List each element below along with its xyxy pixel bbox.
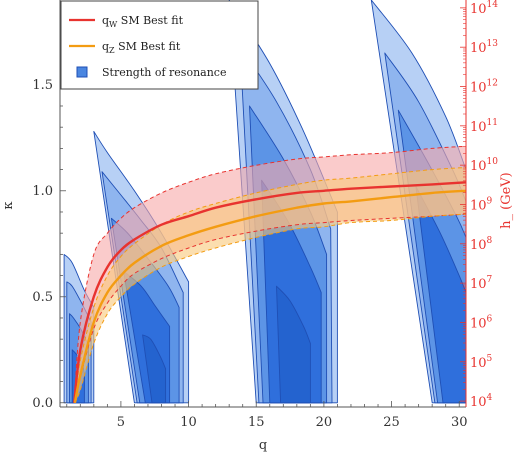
y2-tick-label: 104 [470, 393, 493, 410]
y-tick-label: 1.0 [32, 184, 53, 199]
x-tick-label: 20 [316, 415, 333, 430]
best-fit-lines [73, 181, 466, 404]
qz-line [73, 189, 466, 404]
y2-tick-label: 106 [470, 314, 493, 331]
y2-tick-label: 1011 [470, 118, 498, 135]
qw-band-upper-edge [73, 145, 466, 403]
y-tick-label: 0.0 [32, 396, 53, 411]
legend-label: qW SM Best fit [102, 14, 184, 29]
x-axis-title: q [259, 438, 267, 453]
y-tick-label: 1.5 [32, 78, 53, 93]
resonance-2-level-5 [142, 334, 167, 404]
y2-axis-title: h_ (GeV) [499, 172, 514, 229]
qz-band-lower-edge [74, 213, 466, 404]
legend-label: Strength of resonance [102, 66, 226, 79]
y2-tick-label: 107 [470, 275, 493, 292]
resonance-3-level-5 [276, 285, 311, 404]
x-tick-label: 15 [248, 415, 265, 430]
legend-swatch-box [76, 66, 88, 78]
qw-band-lower-edge [73, 213, 466, 403]
legend: qW SM Best fit qZ SM Best fit Strength of … [60, 0, 259, 90]
x-tick-label: 10 [180, 415, 197, 430]
x-tick-label: 5 [117, 415, 125, 430]
y2-tick-label: 105 [470, 354, 493, 371]
qw-line [73, 181, 466, 403]
y2-tick-label: 1013 [470, 39, 498, 56]
y-tick-label: 0.5 [32, 290, 53, 305]
y2-tick-label: 108 [470, 236, 493, 253]
y2-tick-label: 1012 [470, 79, 498, 96]
x-tick-label: 30 [451, 415, 468, 430]
qz-band-upper-edge [74, 167, 466, 403]
y2-tick-label: 1010 [470, 157, 498, 174]
y2-tick-label: 109 [470, 196, 493, 213]
y-axis-title: κ [1, 202, 16, 210]
axes: 5 10 15 20 25 30 q 0.0 0.5 1.0 1.5 κ 104 105 106 107 108… [1, 0, 514, 453]
x-tick-label: 25 [383, 415, 400, 430]
qz-band [74, 167, 466, 403]
legend-label: qZ SM Best fit [102, 40, 181, 55]
best-fit-bands [73, 145, 466, 404]
y2-tick-label: 1014 [470, 0, 498, 17]
